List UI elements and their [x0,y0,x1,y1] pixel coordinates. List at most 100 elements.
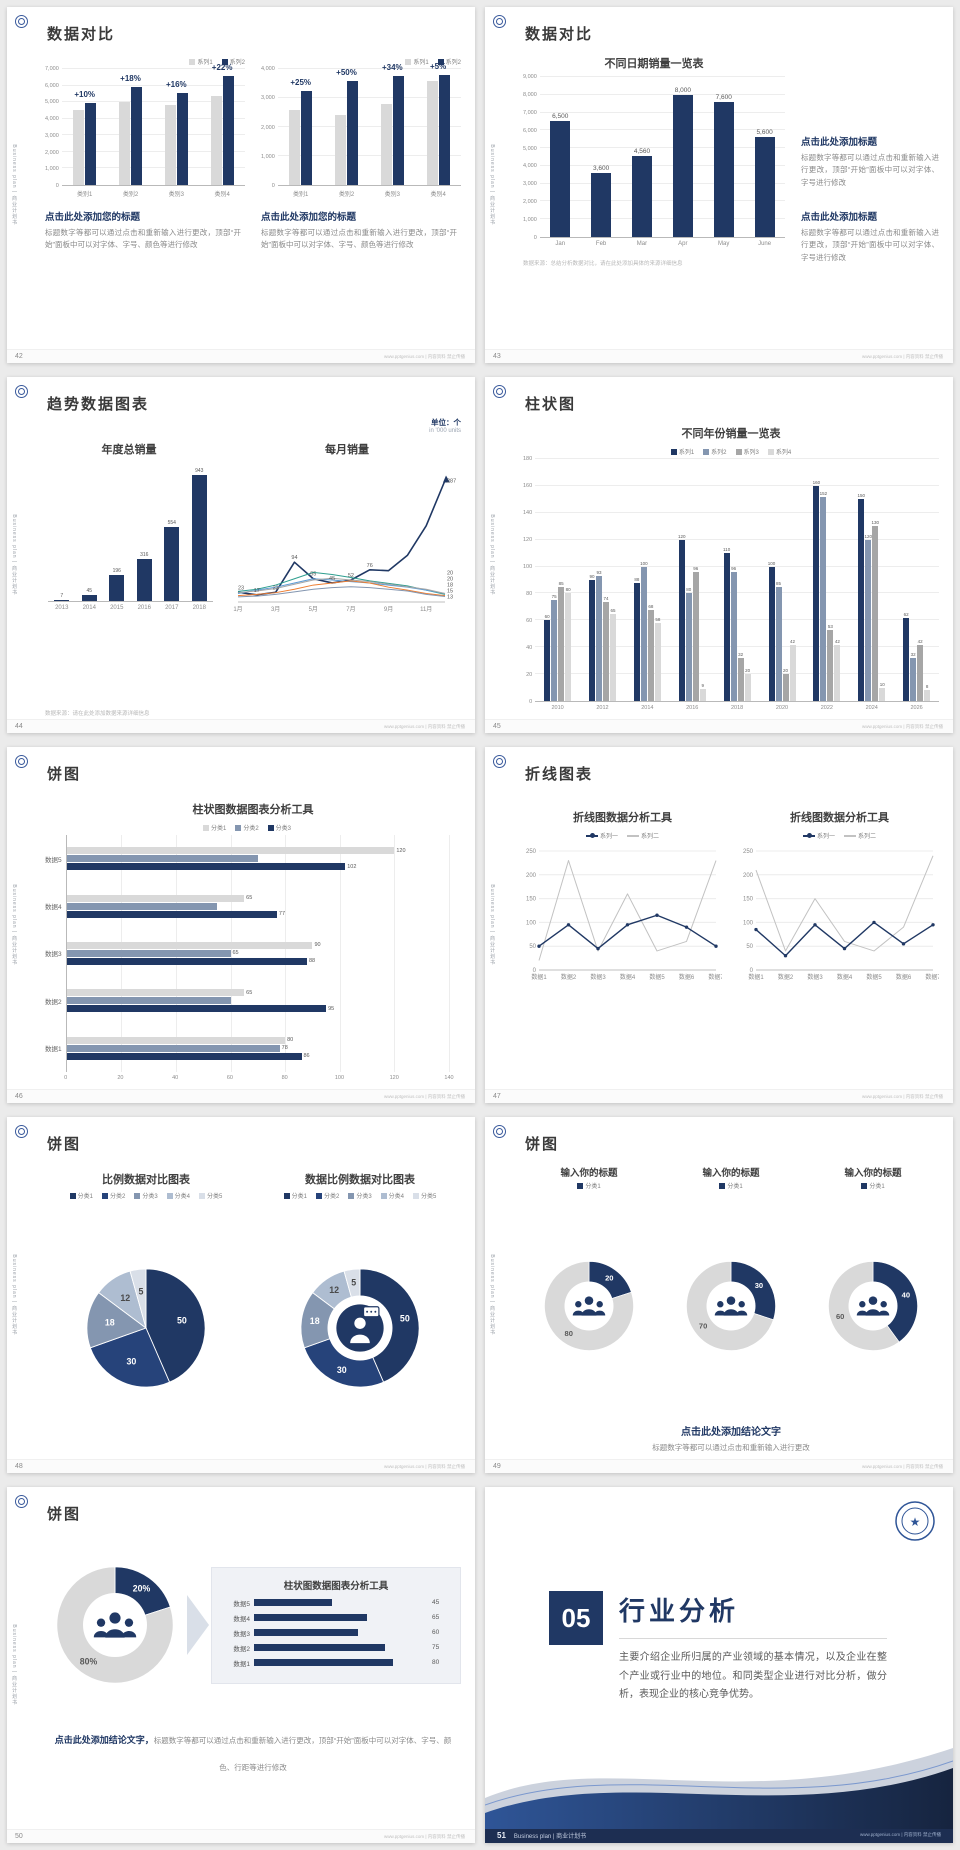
vb-yaxis: 7,000 6,000 5,000 4,000 3,000 2,000 1,000 0 [45,66,59,189]
vb-grid [277,155,461,156]
vb-bar [392,76,404,185]
block-body: 标题数字等都可以通过点击和重新输入进行更改，顶部“开始”面板中可以对字体、字号、… [45,228,241,250]
lg-item: 系列2 [437,57,461,66]
lg-item: 分类2 [315,1191,339,1200]
vb-wrap: 7 45 196 316 554 943 2013 2014 2015 2016 2017 2018 [45,467,213,613]
vb-grid [539,76,785,77]
hb-grid [394,835,396,1072]
vb-grid [61,68,245,69]
hb-vl: 102 [347,863,357,870]
donut-chart: 分类1 30 70 [665,1179,797,1419]
slide-title: 饼图 [47,1506,82,1523]
vb-vl: 6,500 [552,113,569,121]
svg-text:20: 20 [605,1273,613,1282]
svg-text:23: 23 [273,585,279,591]
svg-text:数据3: 数据3 [807,973,823,981]
vb-bar: 20 [744,668,751,701]
footer-site-text: www.pptgenius.com | 内容资料 禁止传播 [384,353,465,359]
svg-text:55: 55 [310,572,316,578]
section-number: 05 [549,1591,603,1645]
monthly-line-chart: 1月 3月 5月 7月 9月 11月 13 15 18 20 20 287 23 17 23 94 55 45 52… [233,467,461,613]
chart-block: 系列1 系列2 4,000 3,000 2,000 1,000 0 +25% +50% +34% +… [261,55,461,343]
vb-plot: 7 45 196 316 554 943 [48,467,213,602]
vb-vl: 42 [917,638,923,644]
hb-vl: 120 [396,847,406,854]
vb-group: 62 32 42 8 [894,459,939,701]
slide-title: 趋势数据图表 [47,396,150,413]
vb-corner [523,238,540,249]
vb-pct: +22% [211,62,233,72]
vb-group: +10% [62,69,108,185]
slide-51: ★ 05 行业分析 主要介绍企业所归属的产业领域的基本情况，以及企业在整个产业或… [485,1487,953,1843]
vb-grid [277,97,461,98]
svg-text:0: 0 [750,968,754,974]
lg-sw [437,58,444,65]
vb-xrow: 2013 2014 2015 2016 2017 2018 [55,605,206,611]
lg-sw [405,58,412,65]
footer-site-text: www.pptgenius.com | 内容资料 禁止传播 [384,723,465,729]
vb-vl: 152 [819,490,828,496]
lg-sw [861,1182,868,1189]
footer-site-text: www.pptgenius.com | 内容资料 禁止传播 [862,1093,943,1099]
hb-bar [66,997,231,1005]
vb-bar: 65 [610,608,616,701]
vb-bar: 554 [164,520,180,601]
lg-item: 分类3 [267,823,291,832]
lg-sw [101,1192,108,1199]
vb-pct: +5% [429,61,447,71]
hb-bar: 86 [66,1052,310,1060]
lg-line [802,833,815,838]
slide-footer: 48 www.pptgenius.com | 内容资料 禁止传播 [7,1459,475,1473]
hb-row: 120 102 [66,847,449,871]
lg-item: 分类2 [235,823,259,832]
slide-content: 柱状图数据图表分析工具 分类1 分类2 分类3 数据5 数据4 数据3 数据2 数据1 120 1… [45,795,461,1083]
page-number: 44 [15,723,23,730]
vb-bar: 42 [834,639,841,701]
vb-vl: 88 [634,576,640,582]
mh-row: 数据3 60 [233,1629,440,1638]
mh-bar [254,1614,368,1621]
vb-group: 90 93 74 65 [580,459,625,701]
vb-vl: 85 [775,580,782,586]
chart-block: 输入你的标题 分类1 30 70 [665,1165,797,1419]
page-number: 49 [493,1463,501,1470]
chart-title: 输入你的标题 [560,1168,618,1179]
lg-item: 分类5 [413,1191,436,1200]
vb-corner [523,702,535,713]
vb-yaxis: 9,000 8,000 7,000 6,000 5,000 4,000 3,000 2,000… [523,74,537,241]
mh-track [254,1599,428,1606]
vb-bar: 152 [820,491,827,701]
vb-bar: 96 [730,566,737,701]
vb-group: 110 96 32 20 [715,459,760,701]
vb-grid [539,93,785,95]
vb-plot: +10% +18% +16% +22% [61,63,245,186]
svg-text:17: 17 [254,588,260,594]
vb-grid [539,129,785,131]
chart-title: 每月销量 [325,444,369,456]
unit-note: 单位：个 in '000 units [429,417,461,434]
lg-item: 分类1 [69,1191,93,1200]
vb-grid [61,117,245,119]
svg-text:200: 200 [526,873,537,879]
page-number: 42 [15,353,23,360]
lg-sw [413,1192,420,1199]
svg-text:数据3: 数据3 [590,973,606,981]
vb-group: 316 [131,467,159,601]
vb-pct: +50% [336,67,357,77]
vb-vl: 32 [910,651,916,657]
slide-content: 不同日期销量一览表 9,000 8,000 7,000 6,000 5,000 4,000… [523,55,939,343]
chart-block: 不同日期销量一览表 9,000 8,000 7,000 6,000 5,000 4,000… [523,55,785,343]
svg-text:5: 5 [351,1278,356,1288]
svg-text:12: 12 [329,1285,339,1295]
lg-sw [283,1192,290,1199]
vb-grid [535,565,939,567]
vb-group: +22% [199,63,245,185]
vb-wrap: 9,000 8,000 7,000 6,000 5,000 4,000 3,000 2,000… [523,74,785,249]
vb-vl: 62 [903,611,909,617]
mh-row: 数据1 80 [233,1659,440,1668]
vb-vl: 8 [925,684,929,690]
chart-title: 不同年份销量一览表 [681,428,781,440]
svg-text:50: 50 [529,944,536,950]
slide-45: Business plan | 商业计划书 柱状图 不同年份销量一览表 系列1 系… [485,377,953,733]
svg-text:80%: 80% [80,1656,98,1666]
